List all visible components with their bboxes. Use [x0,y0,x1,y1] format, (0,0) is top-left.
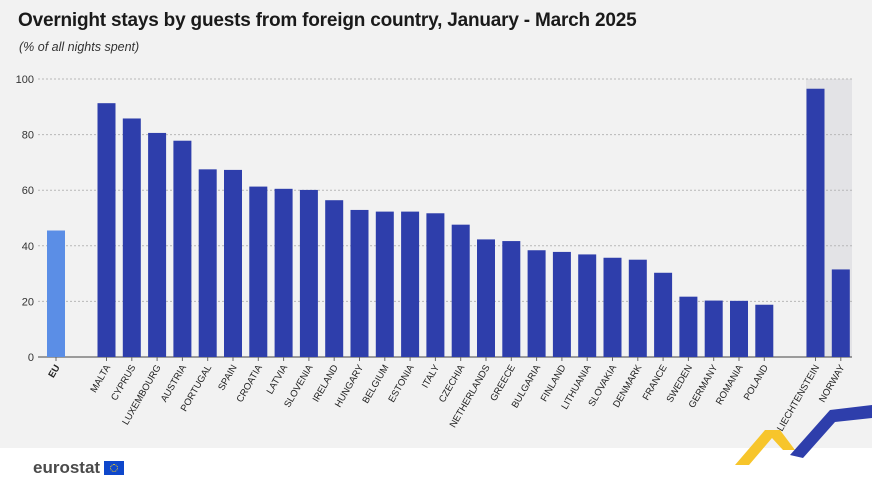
bar-eu [47,230,65,357]
eu-flag-icon [104,461,125,475]
bar-slovenia [299,189,318,357]
y-tick-label: 100 [16,74,34,86]
bar-denmark [628,259,647,357]
deco-yellow-stripe [735,430,795,465]
bar-spain [224,169,242,357]
deco-blue-stripe [790,405,872,458]
x-tick-label: LATVIA [265,362,291,396]
bar-austria [173,140,192,357]
bar-finland [552,251,571,357]
bar-lithuania [578,254,597,357]
y-tick-label: 0 [28,352,34,364]
bar-malta [97,103,116,357]
bar-belgium [375,211,394,357]
bar-cyprus [122,118,141,357]
bar-estonia [401,211,420,357]
y-tick-label: 40 [22,241,34,253]
bar-sweden [679,296,698,357]
bar-italy [426,213,445,357]
x-tick-label: MALTA [88,362,113,394]
bar-slovakia [603,257,622,357]
bar-czechia [451,224,470,357]
x-tick-label: SPAIN [216,363,239,393]
x-tick-label: EU [46,363,62,380]
bar-romania [730,300,748,357]
footer-band [0,448,872,490]
chart-title: Overnight stays by guests from foreign c… [18,10,637,31]
x-tick-label: ITALY [420,362,442,390]
eurostat-decoration-icon [735,405,872,465]
chart-subtitle: (% of all nights spent) [19,40,140,54]
bar-liechtenstein [806,88,825,357]
bar-greece [502,241,521,357]
eurostat-logo-text: eurostat [33,458,101,477]
bar-luxembourg [148,132,167,357]
eurostat-logo: eurostat [33,458,125,478]
bar-croatia [249,186,268,357]
y-tick-label: 80 [22,130,34,142]
y-tick-label: 20 [22,296,34,308]
bar-france [654,272,673,357]
bar-hungary [350,209,369,357]
bar-latvia [274,188,293,357]
bar-norway [831,269,850,357]
bar-germany [704,300,723,357]
y-tick-label: 60 [22,185,34,197]
bar-ireland [325,200,344,357]
bar-bulgaria [527,250,546,357]
x-tick-label: POLAND [742,363,771,402]
bar-portugal [198,169,217,357]
bar-netherlands [477,239,495,357]
bar-poland [755,304,774,357]
